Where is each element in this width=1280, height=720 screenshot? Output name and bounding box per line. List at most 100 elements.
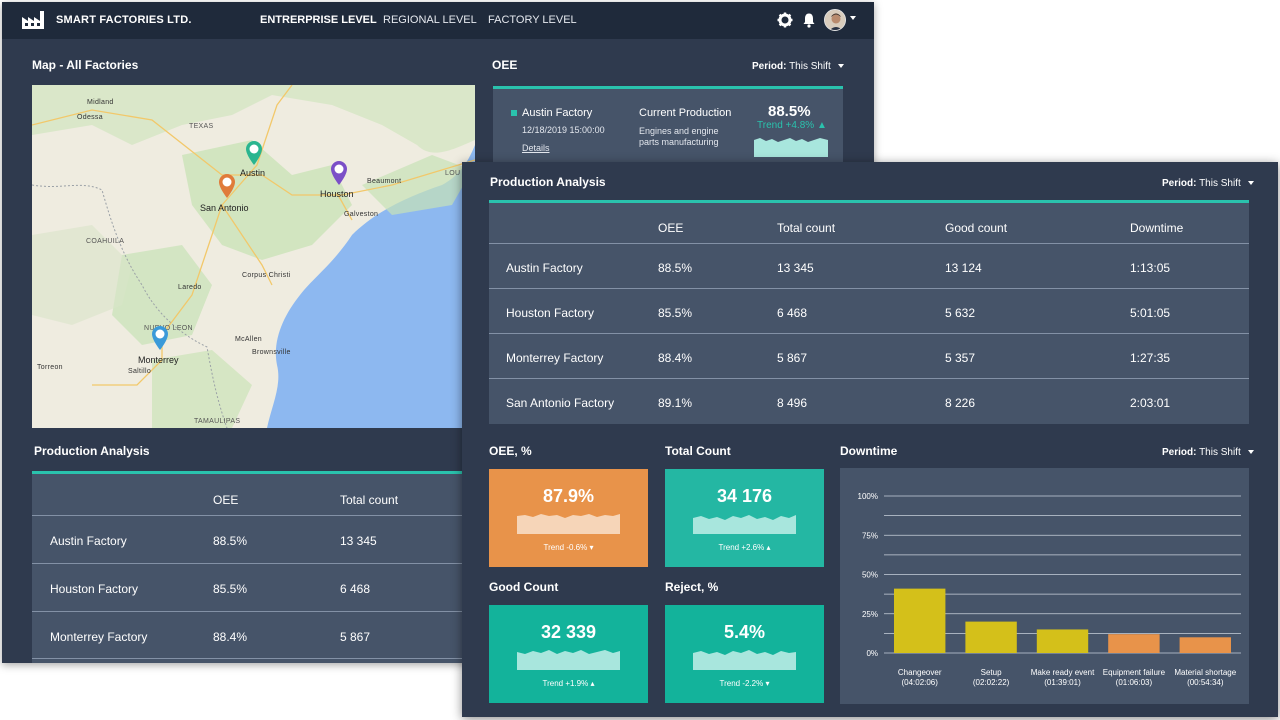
back-production-analysis-title: Production Analysis: [34, 444, 150, 458]
kpi-good-count-title: Good Count: [489, 580, 559, 594]
x-tick-duration: (00:54:34): [1187, 678, 1224, 687]
kpi-reject-sparkline: [693, 650, 796, 670]
oee-period-value: This Shift: [789, 61, 831, 72]
row-factory: Monterrey Factory: [506, 351, 604, 365]
user-menu-chevron-down-icon[interactable]: [850, 16, 856, 20]
oee-value: 88.5%: [768, 103, 811, 120]
back-row-factory: Austin Factory: [50, 534, 127, 548]
nav-enterprise-level[interactable]: ENTRERPRISE LEVEL: [260, 14, 377, 26]
back-row-total: 6 468: [340, 582, 371, 596]
row-downtime: 1:27:35: [1130, 351, 1171, 365]
map-town-odessa: Odessa: [77, 114, 103, 121]
table-row[interactable]: Houston Factory 85.5% 6 468: [32, 563, 492, 611]
kpi-oee-title: OEE, %: [489, 444, 532, 458]
nav-regional-level[interactable]: REGIONAL LEVEL: [383, 14, 477, 26]
map-town-galveston: Galveston: [344, 211, 379, 218]
downtime-bar[interactable]: [965, 621, 1017, 653]
houston-map-pin-icon[interactable]: [329, 160, 349, 186]
austin-map-pin-icon[interactable]: [244, 140, 264, 166]
map-town-saltillo: Saltillo: [128, 368, 152, 375]
bell-icon[interactable]: [801, 12, 817, 28]
san-antonio-map-pin-icon[interactable]: [217, 173, 237, 199]
table-row[interactable]: Austin Factory 88.5% 13 345 13 124 1:13:…: [489, 243, 1249, 288]
y-tick-label: 100%: [858, 492, 878, 501]
kpi-reject-trend: Trend -2.2% ▾: [719, 679, 770, 688]
x-tick-duration: (04:02:06): [901, 678, 938, 687]
oee-period-label: Period:: [752, 61, 787, 72]
map-town-corpus-christi: Corpus Christi: [242, 272, 291, 279]
front-production-analysis-title: Production Analysis: [490, 175, 606, 189]
kpi-oee-tile[interactable]: 87.9% Trend -0.6% ▾: [489, 469, 648, 567]
oee-period-select[interactable]: Period: This Shift: [752, 61, 844, 72]
table-row[interactable]: Monterrey Factory 88.4% 5 867 5 357 1:27…: [489, 333, 1249, 378]
downtime-period-select[interactable]: Period: This Shift: [1162, 447, 1254, 458]
y-tick-label: 25%: [862, 610, 878, 619]
back-header-oee: OEE: [213, 493, 239, 507]
oee-sparkline: [754, 138, 828, 157]
downtime-bar[interactable]: [1036, 629, 1089, 653]
row-total-count: 6 468: [777, 306, 808, 320]
kpi-good-count-sparkline: [517, 650, 620, 670]
row-factory: Houston Factory: [506, 306, 595, 320]
map-city-monterrey: Monterrey: [138, 355, 179, 365]
kpi-total-count-sparkline: [693, 515, 796, 534]
front-period-value: This Shift: [1199, 178, 1241, 189]
table-row[interactable]: Houston Factory 85.5% 6 468 5 632 5:01:0…: [489, 288, 1249, 333]
back-row-oee: 88.4%: [213, 630, 248, 644]
row-good-count: 5 357: [945, 351, 976, 365]
monterrey-map-pin-icon[interactable]: [150, 325, 170, 351]
kpi-good-count-tile[interactable]: 32 339 Trend +1.9% ▴: [489, 605, 648, 703]
back-row-oee: 88.5%: [213, 534, 248, 548]
back-row-factory: Houston Factory: [50, 582, 139, 596]
kpi-oee-sparkline: [517, 514, 620, 534]
factories-map[interactable]: Midland Odessa TEXAS Beaumont Galveston …: [32, 85, 475, 428]
user-avatar[interactable]: [824, 9, 846, 31]
factory-logo-icon[interactable]: [22, 11, 46, 29]
x-tick-duration: (01:06:03): [1116, 678, 1153, 687]
kpi-oee-trend: Trend -0.6% ▾: [543, 543, 594, 552]
kpi-total-count-trend: Trend +2.6% ▴: [718, 543, 771, 552]
oee-details-link[interactable]: Details: [522, 143, 550, 153]
kpi-reject-tile[interactable]: 5.4% Trend -2.2% ▾: [665, 605, 824, 703]
table-row[interactable]: Austin Factory 88.5% 13 345: [32, 515, 492, 563]
downtime-bar-chart: 100% 75% 50% 25% 0% Changeover(04:02:06) Setup…: [858, 492, 1241, 687]
oee-trend: Trend +4.8% ▲: [757, 120, 827, 131]
x-tick-label: Setup: [981, 668, 1002, 677]
row-downtime: 1:13:05: [1130, 261, 1171, 275]
x-tick-label: Changeover: [898, 668, 942, 677]
production-table: OEE Total count Good count Downtime Aust…: [489, 200, 1249, 424]
map-town-torreon: Torreon: [37, 364, 63, 371]
oee-factory-name: Austin Factory: [522, 107, 593, 119]
back-production-table: OEE Total count Austin Factory 88.5% 13 …: [32, 474, 492, 663]
back-row-factory: Monterrey Factory: [50, 630, 148, 644]
map-town-beaumont: Beaumont: [367, 178, 402, 185]
table-row[interactable]: Monterrey Factory 88.4% 5 867: [32, 611, 492, 659]
map-town-brownsville: Brownsville: [252, 349, 291, 356]
x-tick-label: Equipment failure: [1103, 668, 1166, 677]
settings-icon[interactable]: [777, 12, 793, 28]
map-town-mcallen: McAllen: [235, 336, 262, 343]
kpi-oee-value: 87.9%: [542, 486, 595, 506]
downtime-bar[interactable]: [1179, 637, 1232, 653]
front-period-select[interactable]: Period: This Shift: [1162, 178, 1254, 189]
oee-period-chevron-down-icon: [837, 64, 844, 69]
row-good-count: 13 124: [945, 261, 982, 275]
y-tick-label: 50%: [862, 571, 878, 580]
row-oee: 88.5%: [658, 261, 693, 275]
y-tick-label: 75%: [862, 531, 878, 540]
downtime-bar[interactable]: [893, 588, 946, 653]
nav-factory-level[interactable]: FACTORY LEVEL: [488, 14, 577, 26]
downtime-bar[interactable]: [1108, 634, 1160, 653]
back-table-accent: [32, 471, 492, 474]
top-bar: SMART FACTORIES LTD. ENTRERPRISE LEVEL R…: [2, 2, 874, 39]
kpi-reject-value: 5.4%: [723, 622, 766, 642]
kpi-total-count-tile[interactable]: 34 176 Trend +2.6% ▴: [665, 469, 824, 567]
map-town-midland: Midland: [87, 99, 114, 106]
front-period-chevron-down-icon: [1247, 181, 1254, 186]
header-downtime: Downtime: [1130, 221, 1184, 235]
kpi-total-count-title: Total Count: [665, 444, 731, 458]
map-region-louisiana: LOU: [445, 170, 461, 177]
row-downtime: 2:03:01: [1130, 396, 1171, 410]
back-row-total: 5 867: [340, 630, 371, 644]
table-row[interactable]: San Antonio Factory 89.1% 8 496 8 226 2:…: [489, 378, 1249, 423]
